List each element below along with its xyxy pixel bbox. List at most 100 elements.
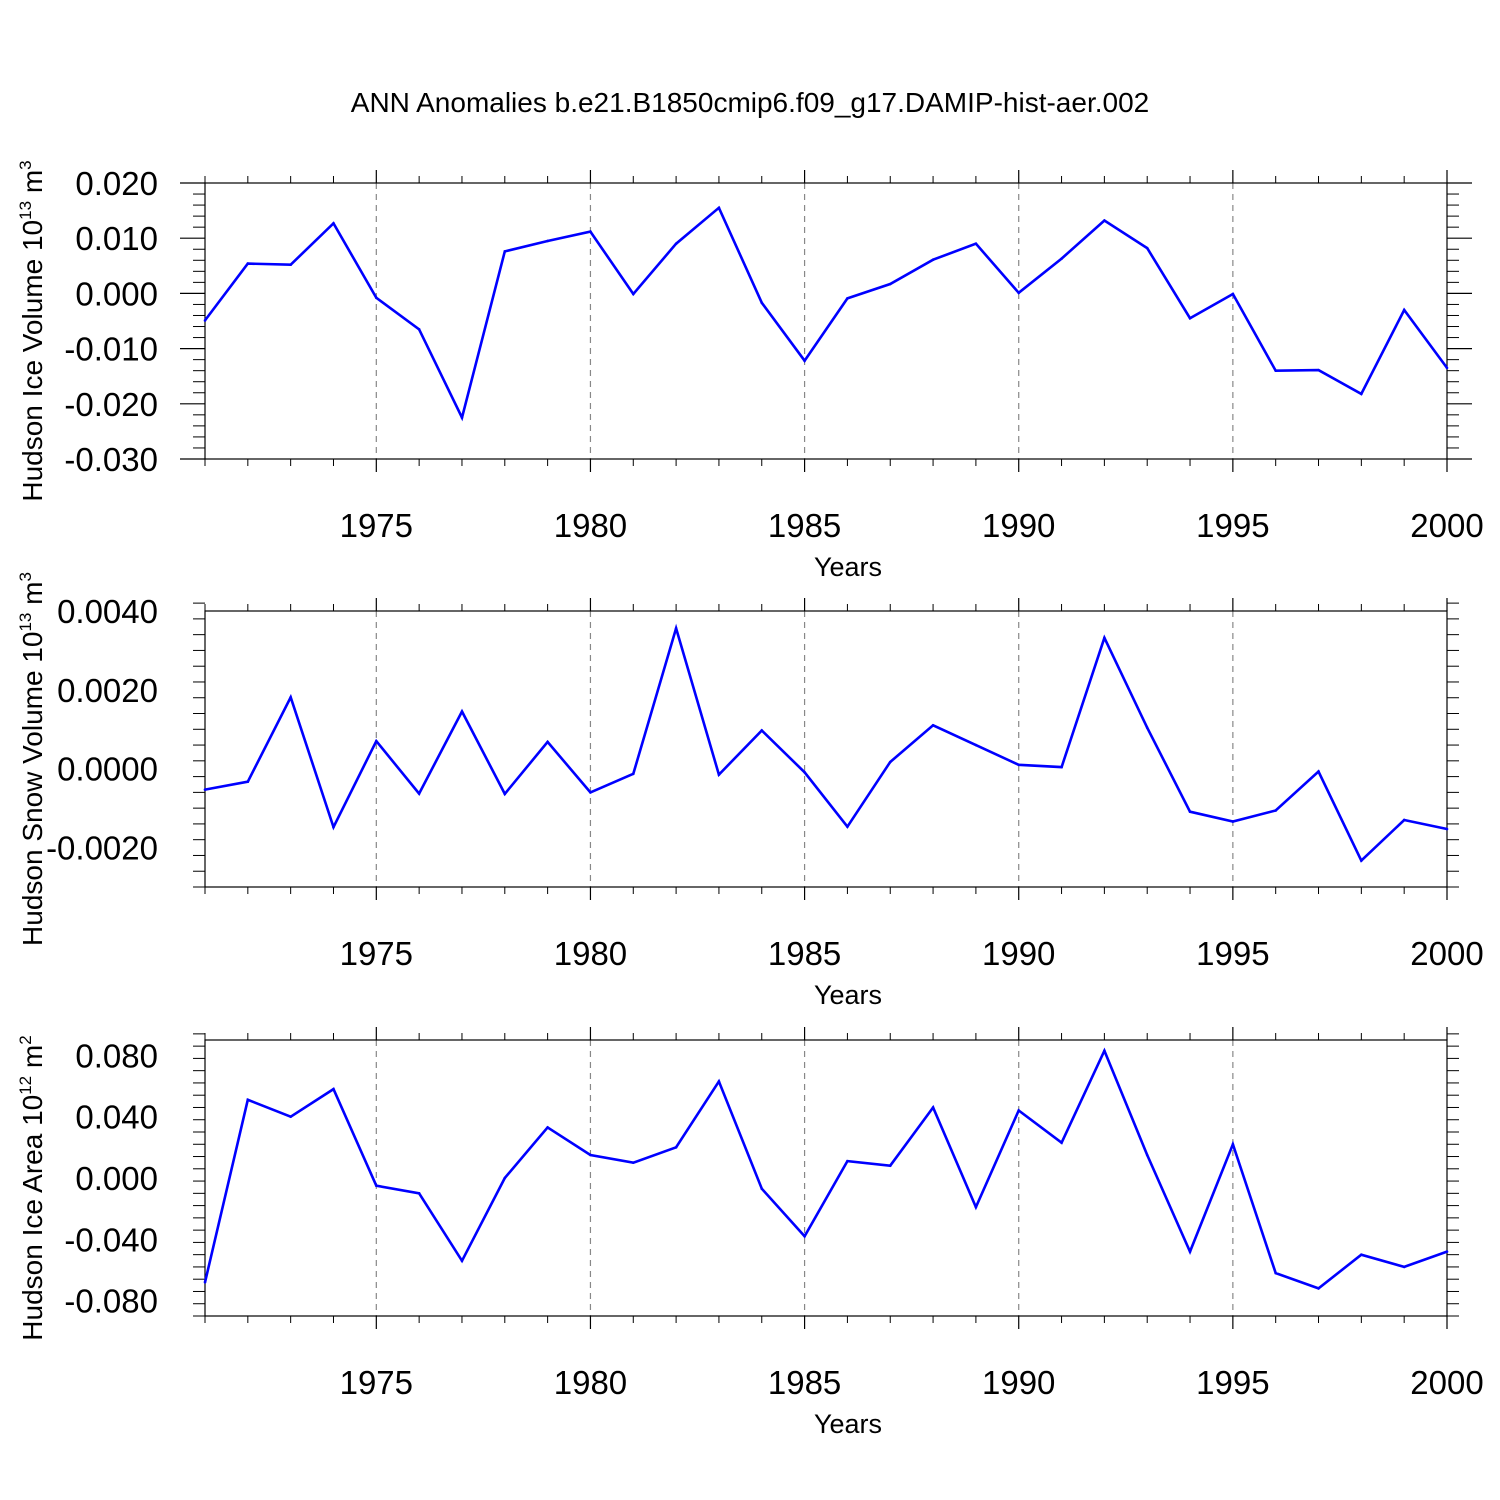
x-axis-label: Years (814, 1409, 882, 1439)
x-tick-label-1990: 1990 (982, 1364, 1055, 1401)
data-point-1980 (589, 791, 592, 794)
y-tick-label-5: -0.030 (64, 441, 158, 478)
y-tick-label-0: 0.0040 (57, 593, 158, 630)
x-tick-label-1975: 1975 (340, 935, 413, 972)
y-tick-label-0: 0.080 (75, 1037, 158, 1074)
data-point-2000 (1445, 366, 1449, 370)
data-point-1981 (631, 772, 635, 776)
data-point-1981 (631, 1161, 635, 1164)
data-point-1972 (246, 262, 250, 265)
y-tick-label-4: -0.020 (64, 386, 158, 423)
data-point-1991 (1060, 765, 1063, 769)
plot-frame (204, 1039, 1448, 1317)
data-point-1978 (503, 250, 507, 253)
data-point-1979 (546, 239, 549, 243)
data-point-1972 (246, 780, 250, 784)
data-point-1988 (931, 258, 935, 262)
data-point-1988 (931, 1106, 935, 1109)
x-tick-label-1995: 1995 (1196, 935, 1269, 972)
data-point-1987 (888, 282, 892, 286)
data-point-1979 (546, 740, 549, 744)
x-tick-label-2000: 2000 (1410, 507, 1483, 544)
data-point-1990 (1017, 291, 1021, 295)
data-point-1975 (375, 1184, 378, 1187)
x-tick-label-1990: 1990 (982, 507, 1055, 544)
x-tick-label-1990: 1990 (982, 935, 1055, 972)
y-tick-label-2: 0.000 (75, 1160, 158, 1197)
x-axis-label: Years (814, 980, 882, 1010)
y-tick-label-3: -0.040 (64, 1221, 158, 1258)
data-point-1974 (332, 825, 335, 829)
x-tick-label-1975: 1975 (340, 1364, 413, 1401)
x-tick-label-1985: 1985 (768, 1364, 841, 1401)
data-point-1977 (460, 710, 464, 713)
data-point-1983 (717, 773, 721, 776)
data-point-1977 (460, 416, 464, 419)
data-point-1994 (1188, 810, 1192, 813)
y-tick-label-1: 0.0020 (57, 672, 158, 709)
data-point-1983 (717, 1080, 721, 1083)
data-point-1973 (289, 696, 292, 699)
chart-panel-3: 1975 1980 1985 1990 1995 2000 Years 0.080 0.040 0… (16, 1027, 1484, 1439)
y-tick-label-3: -0.0020 (46, 830, 158, 867)
x-tick-label-1980: 1980 (554, 935, 627, 972)
data-point-1995 (1231, 820, 1235, 823)
data-point-1996 (1274, 1271, 1277, 1275)
data-point-1997 (1317, 368, 1320, 372)
series-line (204, 623, 1448, 863)
panels: 1975 1980 1985 1990 1995 2000 Years 0.020 0.010 0… (16, 160, 1484, 1439)
data-point-1994 (1188, 316, 1192, 320)
data-point-1976 (417, 327, 421, 331)
figure-title: ANN Anomalies b.e21.B1850cmip6.f09_g17.D… (351, 87, 1149, 118)
data-point-1990 (1017, 1109, 1021, 1112)
data-point-1971 (203, 319, 207, 322)
data-point-1996 (1274, 809, 1277, 812)
y-axis-label: Hudson Ice Volume 1013 m3 (16, 160, 48, 501)
data-point-1992 (1103, 636, 1106, 640)
x-tick-label-2000: 2000 (1410, 935, 1483, 972)
y-axis-label: Hudson Ice Area 1012 m2 (16, 1035, 48, 1340)
data-point-1984 (760, 1187, 764, 1191)
chart-panel-2: 1975 1980 1985 1990 1995 2000 Years 0.0040 0.002… (16, 572, 1484, 1010)
data-point-1984 (760, 729, 764, 732)
series-line (203, 205, 1449, 422)
data-point-1976 (417, 792, 421, 795)
y-tick-label-1: 0.040 (75, 1099, 158, 1136)
y-tick-label-4: -0.080 (64, 1283, 158, 1320)
data-point-1999 (1402, 1265, 1406, 1269)
x-tick-label-1985: 1985 (768, 507, 841, 544)
data-point-1971 (203, 788, 207, 791)
data-point-1989 (974, 242, 978, 246)
data-point-1999 (1402, 308, 1406, 312)
data-point-1973 (289, 263, 292, 266)
data-point-1980 (589, 230, 592, 233)
data-point-1982 (674, 242, 678, 246)
data-point-1995 (1231, 292, 1235, 296)
x-tick-label-1980: 1980 (554, 1364, 627, 1401)
y-axis-label: Hudson Snow Volume 1013 m3 (16, 572, 48, 946)
x-tick-label-1995: 1995 (1196, 507, 1269, 544)
data-point-1986 (846, 1159, 849, 1163)
data-point-1984 (760, 301, 764, 305)
data-point-1971 (203, 1280, 207, 1284)
x-tick-label-1975: 1975 (340, 507, 413, 544)
x-tick-label-1985: 1985 (768, 935, 841, 972)
data-point-1978 (503, 1176, 507, 1180)
data-point-1991 (1060, 257, 1063, 260)
data-point-1979 (546, 1126, 549, 1129)
data-point-1981 (631, 292, 635, 296)
x-tick-label-2000: 2000 (1410, 1364, 1483, 1401)
data-point-1987 (888, 760, 892, 764)
x-axis-label: Years (814, 552, 882, 582)
plot-frame (204, 610, 1448, 888)
data-point-1998 (1360, 859, 1363, 862)
data-point-1986 (846, 297, 849, 300)
data-point-1986 (846, 825, 849, 828)
data-point-1997 (1317, 770, 1320, 773)
data-point-1985 (803, 1234, 806, 1238)
data-point-1983 (717, 206, 721, 210)
data-point-1972 (246, 1098, 250, 1102)
data-point-1999 (1402, 818, 1406, 822)
data-point-1985 (803, 770, 806, 774)
data-point-1996 (1274, 369, 1277, 372)
